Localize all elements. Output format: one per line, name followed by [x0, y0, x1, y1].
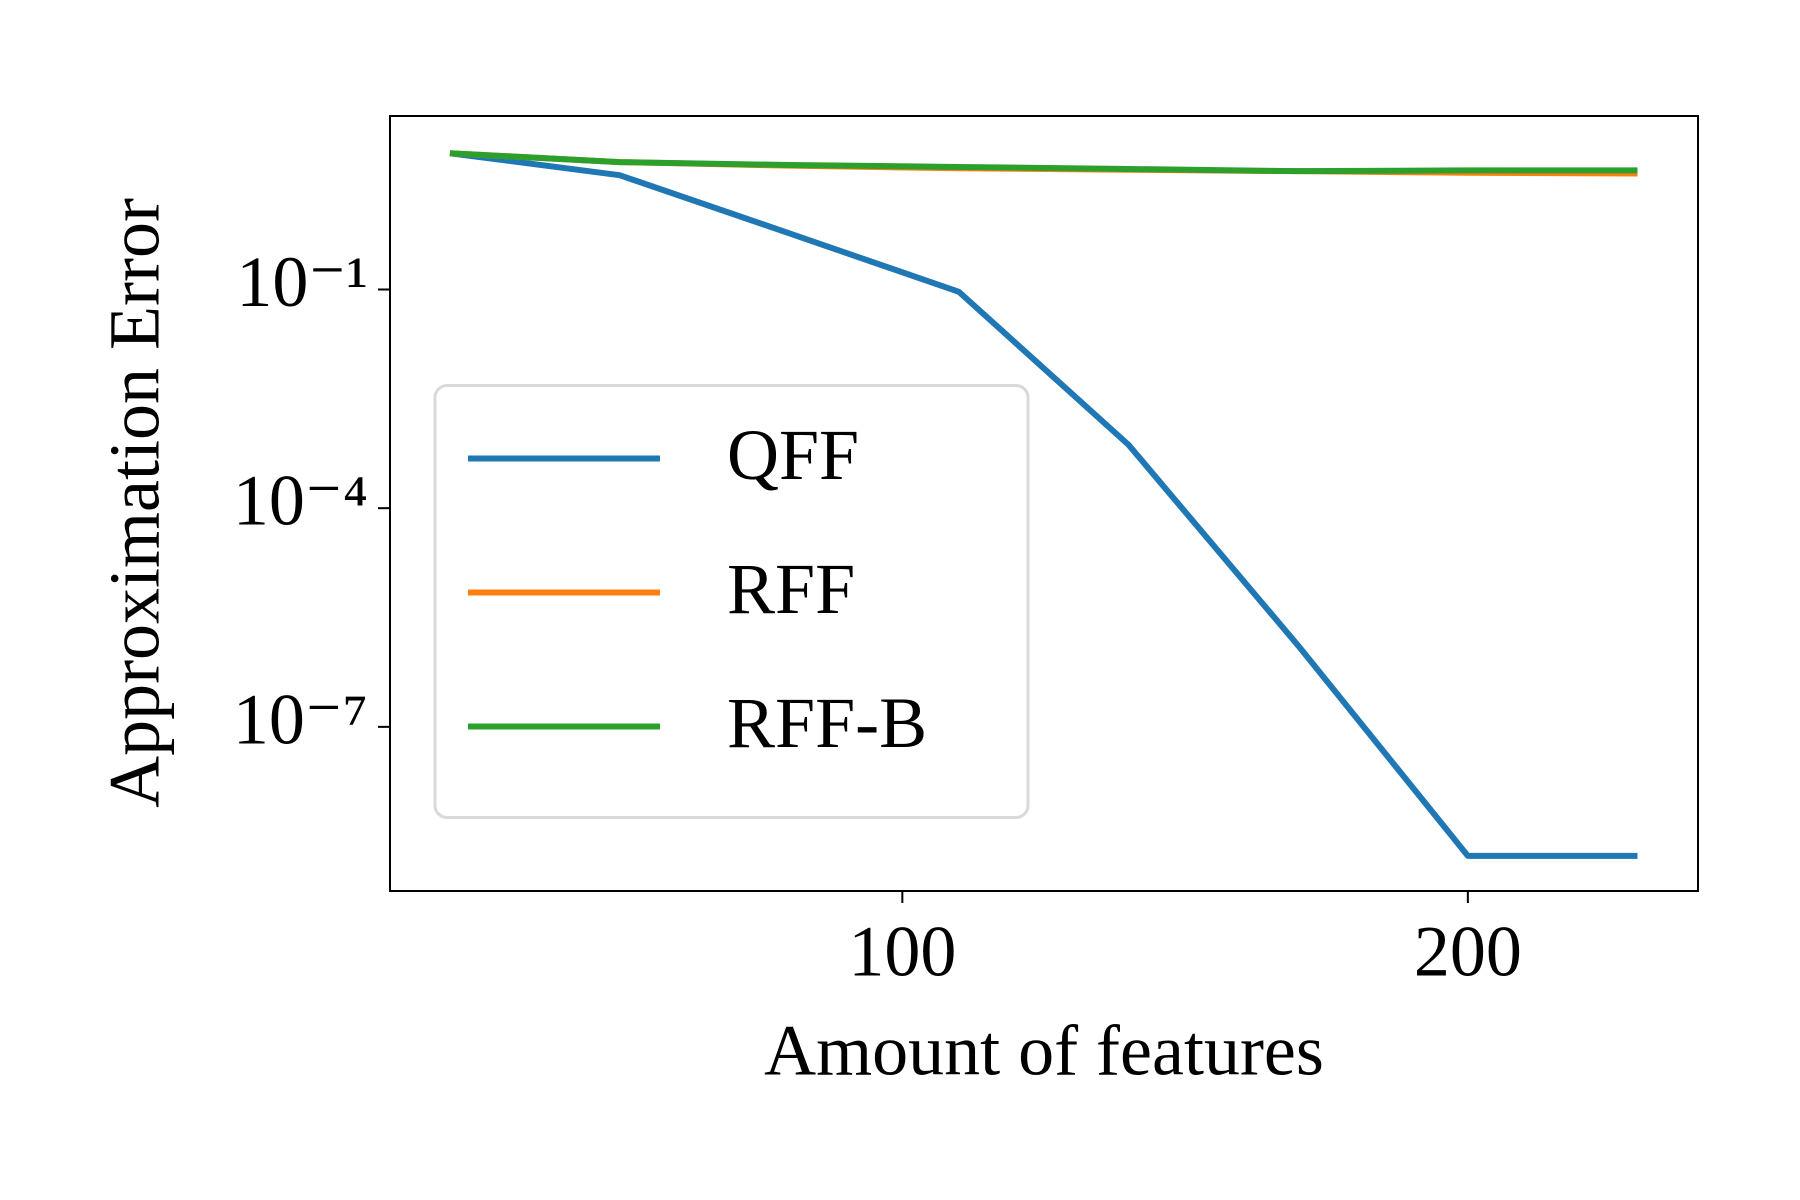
legend-label: RFF-B: [727, 683, 927, 763]
y-tick-label: 10⁻⁷: [233, 679, 368, 759]
x-axis-label: Amount of features: [764, 1011, 1324, 1091]
legend-label: RFF: [727, 549, 855, 629]
series-line: [449, 150, 1638, 859]
y-tick-label: 10⁻¹: [236, 242, 368, 322]
y-tick-label: 10⁻⁴: [233, 461, 368, 541]
legend-box: [433, 384, 1030, 819]
x-tick-label: 200: [1414, 912, 1522, 992]
legend-label: QFF: [727, 415, 859, 495]
x-tick-label: 100: [848, 912, 956, 992]
y-axis-label: Approximation Error: [95, 198, 175, 808]
plot-frame: [389, 115, 1699, 892]
series-line: [449, 150, 1638, 175]
